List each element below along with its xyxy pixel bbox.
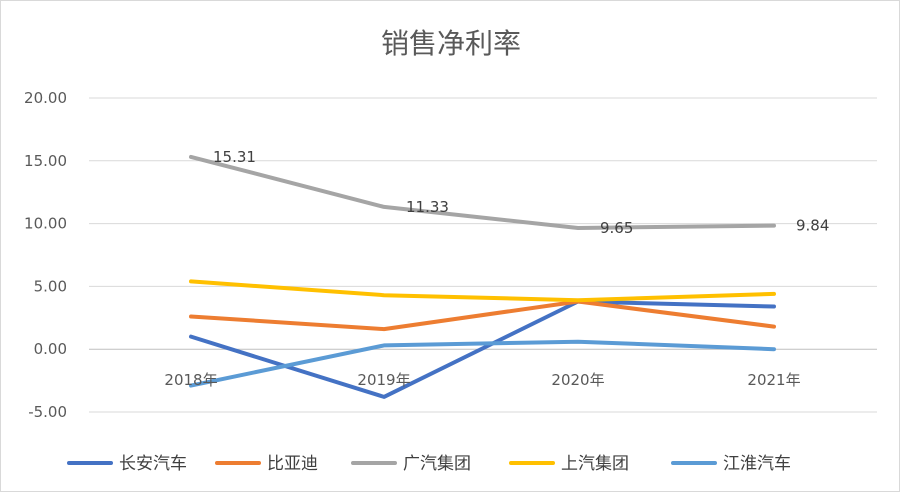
- data-label: 11.33: [406, 198, 449, 216]
- x-tick-label: 2018年: [164, 371, 217, 389]
- x-axis: 2018年 2019年 2020年 2021年: [164, 371, 800, 389]
- y-axis: 20.00 15.00 10.00 5.00 0.00 -5.00: [24, 89, 67, 421]
- data-label: 9.65: [600, 219, 633, 237]
- legend-label: 江淮汽车: [723, 454, 791, 474]
- y-tick-label: 5.00: [34, 277, 67, 295]
- chart-title: 销售净利率: [381, 27, 521, 60]
- series-line: [189, 154, 776, 230]
- data-label: 15.31: [213, 148, 256, 166]
- data-label: 9.84: [796, 217, 829, 235]
- legend: 长安汽车 比亚迪 广汽集团 上汽集团 江淮汽车: [67, 454, 791, 474]
- x-tick-label: 2021年: [747, 371, 800, 389]
- legend-label: 广汽集团: [403, 454, 471, 474]
- legend-label: 长安汽车: [119, 454, 187, 474]
- series-line: [189, 299, 776, 332]
- y-tick-label: 20.00: [24, 89, 67, 107]
- legend-label: 比亚迪: [267, 454, 318, 474]
- y-tick-label: -5.00: [28, 403, 67, 421]
- y-tick-label: 10.00: [24, 215, 67, 233]
- series-lines: [189, 154, 776, 399]
- y-tick-label: 15.00: [24, 152, 67, 170]
- x-tick-label: 2020年: [551, 371, 604, 389]
- y-tick-label: 0.00: [34, 340, 67, 358]
- series-line: [189, 279, 776, 303]
- data-labels: 15.31 11.33 9.65 9.84: [213, 148, 829, 237]
- legend-label: 上汽集团: [561, 454, 629, 474]
- x-tick-label: 2019年: [357, 371, 410, 389]
- gridlines: [89, 97, 877, 413]
- series-line: [189, 339, 776, 388]
